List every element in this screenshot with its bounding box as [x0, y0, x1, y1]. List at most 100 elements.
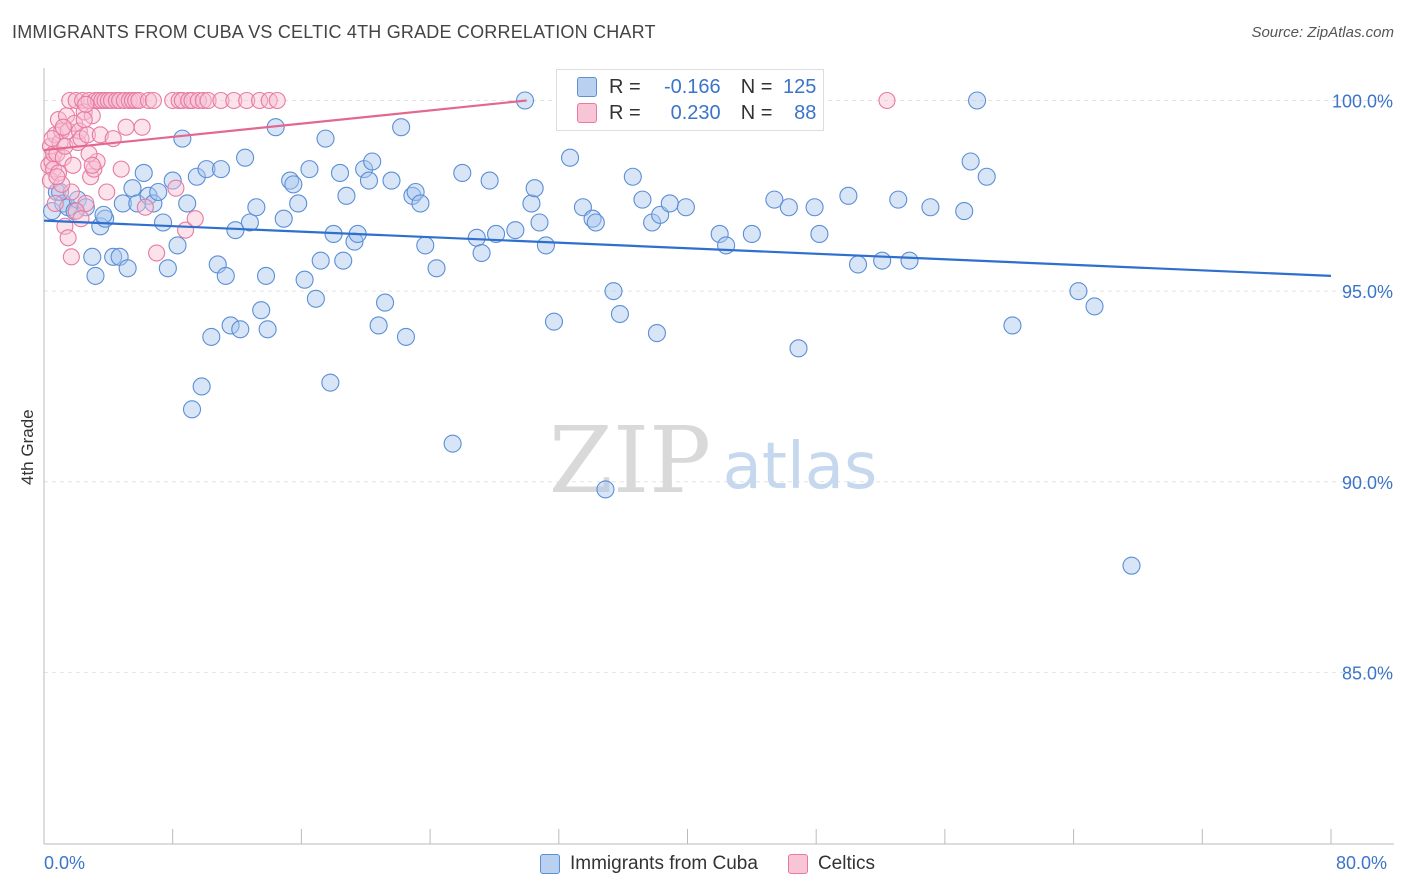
cuba-point: [525, 179, 544, 198]
cuba-point: [240, 213, 259, 232]
cuba-point: [300, 160, 319, 179]
cuba-point: [316, 129, 335, 148]
cuba-point: [149, 182, 168, 202]
y-tick-label: 100.0%: [1332, 92, 1393, 112]
cuba-point: [337, 186, 356, 205]
cuba-point: [247, 198, 266, 217]
cuba-point: [805, 198, 824, 217]
cuba-point: [221, 316, 240, 335]
trend-line-celtics: [43, 99, 527, 152]
y-tick-label: 90.0%: [1342, 473, 1393, 493]
cuba-point: [406, 182, 425, 202]
source-label[interactable]: Source: ZipAtlas.com: [1251, 24, 1394, 41]
legend-label-celtics: Celtics: [817, 853, 875, 874]
cuba-point: [252, 301, 271, 320]
legend-item-celtics[interactable]: Celtics: [787, 853, 875, 875]
cuba-point: [1085, 297, 1104, 316]
cuba-point: [178, 194, 197, 213]
cuba-point: [392, 118, 411, 137]
cuba-point: [187, 167, 206, 186]
cuba-point: [258, 320, 277, 339]
cuba-point: [480, 171, 499, 190]
cuba-point: [889, 190, 908, 209]
cuba-point: [211, 160, 231, 179]
celtics-point: [59, 229, 77, 247]
cuba-point: [660, 194, 679, 213]
series-cuba-points: [42, 91, 1141, 575]
legend-n-value-cuba: 125: [783, 75, 817, 98]
legend-row-celtics: R = 0.230 N = 88: [577, 100, 816, 126]
celtics-point: [43, 130, 61, 148]
celtics-point: [268, 91, 286, 110]
legend-r-value-celtics: 0.230: [670, 101, 721, 124]
legend-item-cuba[interactable]: Immigrants from Cuba: [540, 853, 758, 875]
celtics-point: [72, 210, 90, 228]
y-tick-labels: 100.0% 95.0% 90.0% 85.0%: [1332, 92, 1393, 684]
celtics-point: [48, 168, 66, 186]
cuba-point: [144, 194, 163, 213]
cuba-point: [453, 163, 472, 182]
celtics-point: [46, 194, 64, 212]
cuba-point: [168, 236, 187, 255]
cuba-point: [416, 236, 435, 255]
cuba-point: [717, 236, 736, 255]
celtics-point: [194, 91, 212, 110]
cuba-point: [173, 129, 192, 148]
correlation-legend: R = -0.166 N = 125 R = 0.230 N = 88: [556, 69, 824, 131]
cuba-point: [192, 377, 211, 396]
cuba-point: [536, 236, 555, 255]
cuba-point: [256, 266, 276, 285]
cuba-point: [742, 224, 761, 244]
cuba-point: [710, 224, 729, 244]
legend-n-value-celtics: 88: [794, 101, 817, 124]
legend-swatch-celtics: [577, 103, 597, 123]
celtics-point: [140, 91, 158, 110]
legend-swatch-cuba: [577, 77, 597, 97]
x-tick-label-min: 0.0%: [44, 853, 86, 873]
cuba-point: [530, 213, 549, 232]
cuba-point: [676, 198, 695, 217]
legend-r-label: R =: [609, 75, 641, 98]
cuba-point: [231, 320, 250, 339]
legend-swatch-cuba: [540, 854, 560, 874]
cuba-point: [330, 163, 350, 182]
cuba-point: [182, 400, 202, 419]
celtics-point: [148, 244, 166, 262]
watermark-atlas: atlas: [723, 430, 878, 504]
cuba-point: [955, 202, 974, 221]
cuba-point: [623, 167, 642, 186]
celtics-point: [62, 248, 80, 266]
cuba-point: [472, 243, 491, 263]
celtics-point: [91, 126, 109, 144]
grid-lines: [44, 100, 1394, 673]
cuba-point: [596, 480, 615, 499]
celtics-point: [77, 95, 95, 113]
celtics-point: [117, 118, 135, 136]
cuba-point: [467, 228, 486, 247]
cuba-point: [134, 163, 153, 182]
cuba-point: [382, 171, 401, 190]
cuba-point: [610, 304, 629, 324]
celtics-point: [189, 91, 207, 110]
celtics-point: [212, 91, 230, 110]
cuba-point: [544, 312, 564, 331]
legend-row-cuba: R = -0.166 N = 125: [577, 74, 816, 100]
cuba-point: [153, 213, 173, 232]
cuba-point: [1003, 316, 1022, 335]
cuba-point: [274, 209, 293, 228]
x-tick-label-max: 80.0%: [1336, 853, 1388, 873]
cuba-point: [443, 434, 462, 453]
legend-n-label: N =: [740, 75, 773, 98]
celtics-point: [186, 210, 204, 228]
cuba-point: [123, 179, 142, 198]
cuba-point: [848, 255, 868, 274]
cuba-point: [321, 373, 340, 392]
y-tick-label: 85.0%: [1342, 663, 1393, 683]
celtics-point: [75, 111, 93, 129]
cuba-point: [197, 160, 216, 179]
cuba-point: [369, 316, 388, 335]
cuba-point: [396, 327, 416, 346]
cuba-point: [411, 194, 430, 213]
celtics-point: [133, 118, 151, 136]
legend-r-label: R =: [609, 101, 641, 124]
